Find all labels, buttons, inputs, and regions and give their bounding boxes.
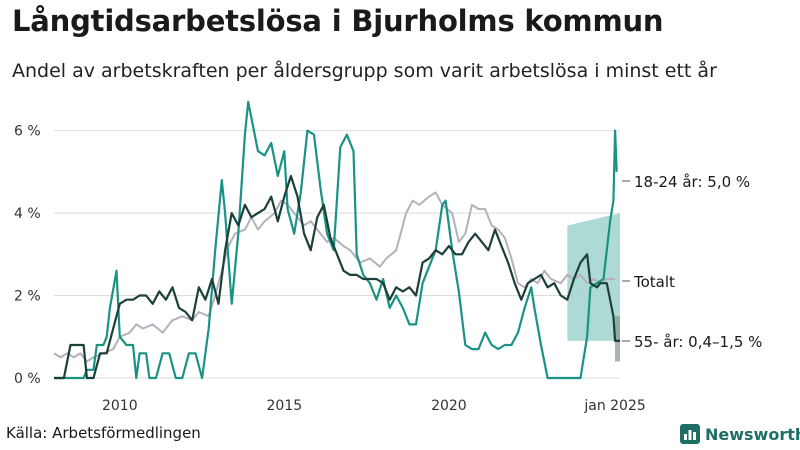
brand-name: Newsworthy: [705, 424, 800, 444]
series-lines: [53, 100, 620, 380]
series-annotations: 18-24 år: 5,0 % Totalt 55- år: 0,4–1,5 %: [622, 173, 762, 351]
x-tick-label: 2015: [267, 398, 303, 414]
newsworthy-logo[interactable]: Newsworthy: [680, 424, 800, 444]
source-note: Källa: Arbetsförmedlingen: [6, 424, 201, 442]
series-line-total: [53, 191, 616, 363]
y-tick-label: 2 %: [14, 289, 41, 305]
annotation-youth: 18-24 år: 5,0 %: [634, 173, 750, 191]
series-line-older: [54, 174, 620, 380]
y-tick-label: 0 %: [14, 371, 41, 387]
y-tick-label: 6 %: [14, 124, 41, 140]
series-line-youth: [54, 100, 618, 380]
annotation-older: 55- år: 0,4–1,5 %: [634, 333, 762, 351]
uncertainty-bands: [567, 213, 620, 362]
x-tick-label: jan 2025: [583, 398, 645, 414]
chart-subtitle: Andel av arbetskraften per åldersgrupp s…: [12, 60, 717, 82]
x-tick-label: 2010: [102, 398, 138, 414]
axis-labels: 0 % 2 % 4 % 6 % 2010 2015 2020 jan 2025: [14, 124, 646, 414]
bar-chart-icon: [680, 424, 700, 444]
chart-title: Långtidsarbetslösa i Bjurholms kommun: [12, 4, 664, 38]
y-tick-label: 4 %: [14, 206, 41, 222]
band-older: [615, 316, 620, 362]
annotation-total: Totalt: [633, 273, 675, 291]
x-tick-label: 2020: [431, 398, 467, 414]
